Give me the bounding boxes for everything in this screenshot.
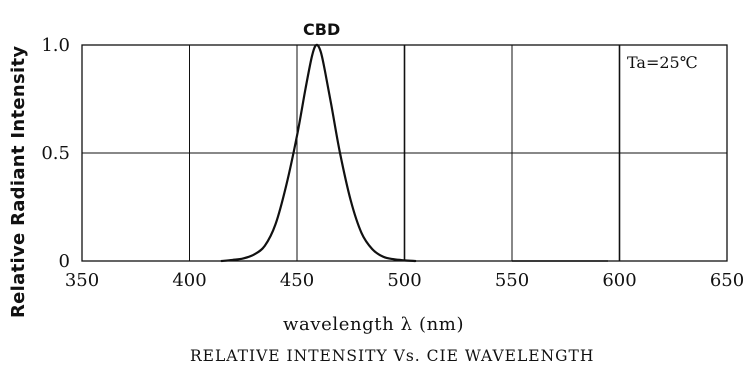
y-axis-label: Relative Radiant Intensity	[8, 46, 29, 318]
temperature-annotation: Ta=25℃	[627, 53, 698, 72]
y-tick-labels: 1.0 0.5 0	[41, 35, 70, 272]
x-tick-label: 500	[387, 270, 421, 291]
chart-subtitle: RELATIVE INTENSITY Vs. CIE WAVELENGTH	[190, 347, 594, 365]
x-tick-label: 350	[65, 270, 99, 291]
x-tick-label: 650	[710, 270, 744, 291]
y-tick-label: 0	[59, 251, 70, 272]
x-tick-label: 450	[280, 270, 314, 291]
x-tick-labels: 350 400 450 500 550 600 650	[65, 270, 744, 291]
x-tick-label: 600	[602, 270, 636, 291]
x-tick-label: 550	[495, 270, 529, 291]
grid	[82, 45, 727, 261]
series-annotation-cbd: CBD	[303, 20, 340, 39]
x-axis-label: wavelength λ (nm)	[283, 314, 464, 335]
y-tick-label: 1.0	[41, 35, 70, 56]
series-line-cbd	[220, 43, 417, 263]
x-tick-label: 400	[172, 270, 206, 291]
y-tick-label: 0.5	[41, 143, 70, 164]
